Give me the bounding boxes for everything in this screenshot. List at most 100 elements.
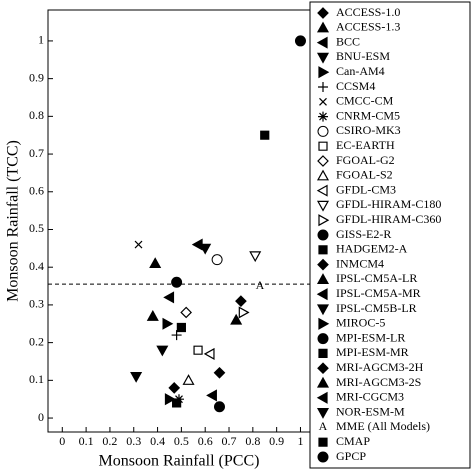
legend-marker: [316, 52, 330, 64]
y-tick-label: 0.3: [29, 297, 44, 311]
legend-marker: [318, 348, 328, 358]
point: [164, 393, 176, 406]
point: [213, 366, 226, 379]
legend-marker: [318, 111, 328, 122]
point: [193, 345, 203, 355]
point: [211, 254, 223, 266]
legend-label: FGOAL-S2: [336, 168, 393, 182]
legend-label: GISS-E2-R: [336, 227, 391, 241]
legend-marker: [316, 376, 330, 388]
legend-marker: [316, 200, 330, 212]
y-tick-label: 0.4: [29, 259, 44, 273]
y-axis-label: Monsoon Rainfall (TCC): [5, 140, 22, 302]
point: [213, 401, 225, 413]
y-tick-label: 0.6: [29, 184, 44, 198]
x-tick-label: 0.8: [245, 434, 260, 448]
point: [182, 374, 195, 385]
x-tick-label: 0.9: [269, 434, 284, 448]
legend-marker: [317, 362, 329, 375]
x-tick-label: 0.5: [174, 434, 189, 448]
x-tick-label: 0.2: [102, 434, 117, 448]
point: [230, 313, 243, 325]
legend-label: ACCESS-1.3: [336, 20, 400, 34]
point: [171, 330, 182, 341]
legend-label: CCSM4: [336, 79, 375, 93]
legend-marker: [318, 66, 330, 79]
legend-marker: [317, 258, 329, 271]
legend-label: CNRM-CM5: [336, 108, 400, 122]
legend-marker: [317, 7, 329, 19]
point: [206, 389, 217, 402]
legend-label: MRI-AGCM3-2S: [336, 375, 421, 389]
legend-label: BNU-ESM: [336, 49, 390, 63]
plot-frame: [47, 9, 311, 433]
point: [163, 291, 175, 304]
legend-marker: [316, 36, 328, 49]
point: [156, 345, 169, 357]
legend-label: NOR-ESM-M: [336, 404, 405, 418]
x-tick-label: 1: [297, 434, 303, 448]
point: [249, 251, 262, 263]
x-axis-label: Monsoon Rainfall (PCC): [99, 453, 260, 470]
legend-marker: [316, 273, 330, 284]
point: [149, 257, 162, 269]
x-tick-label: 0.4: [150, 434, 165, 448]
point: [203, 347, 215, 360]
y-tick-label: 0.2: [29, 334, 44, 348]
point: [168, 382, 181, 394]
point: [146, 309, 159, 321]
legend-label: ACCESS-1.0: [336, 5, 400, 19]
legend-label: MRI-CGCM3: [336, 390, 404, 404]
legend-label: BCC: [336, 34, 360, 48]
x-tick-label: 0: [59, 434, 65, 448]
legend-marker: [316, 169, 330, 181]
legend-marker: [318, 317, 330, 330]
legend-label: MPI-ESM-LR: [336, 330, 405, 344]
point: [162, 317, 174, 330]
legend-marker: [316, 408, 330, 419]
legend-label: EC-EARTH: [336, 138, 395, 152]
legend-label: MRI-AGCM3-2H: [336, 360, 424, 374]
legend-marker: [317, 125, 329, 137]
legend-label: IPSL-CM5A-MR: [336, 286, 421, 300]
legend-marker: [316, 391, 328, 404]
legend-label: MIROC-5: [336, 316, 385, 330]
legend-label: CSIRO-MK3: [336, 123, 401, 137]
legend-label: GFDL-CM3: [336, 182, 396, 196]
legend-marker: A: [319, 419, 328, 433]
y-tick-label: 0.1: [29, 372, 44, 386]
legend-marker: [316, 21, 330, 33]
legend-label: MPI-ESM-MR: [336, 345, 409, 359]
point: [176, 322, 186, 333]
point: [191, 238, 203, 251]
point: [238, 306, 250, 319]
point: [171, 276, 183, 288]
legend-frame: [309, 1, 471, 469]
legend-marker: [318, 82, 328, 92]
legend-label: GPCP: [336, 449, 366, 463]
y-tick-label: 1: [38, 33, 44, 47]
y-tick-label: 0: [38, 410, 44, 424]
legend-marker: [318, 437, 328, 447]
point: A: [256, 278, 265, 292]
x-tick-label: 0.6: [198, 434, 213, 448]
legend-marker: [318, 141, 328, 151]
legend-label: FGOAL-G2: [336, 153, 395, 167]
legend-marker: [316, 304, 330, 316]
point: [180, 306, 192, 319]
legend-label: IPSL-CM5B-LR: [336, 301, 417, 315]
point: [172, 398, 182, 408]
legend-label: GFDL-HIRAM-C180: [336, 197, 441, 211]
legend-marker: [319, 97, 327, 106]
x-tick-label: 0.3: [126, 434, 141, 448]
legend-marker: [316, 184, 328, 197]
legend-marker: [317, 333, 329, 345]
y-tick-label: 0.8: [29, 108, 44, 122]
legend-label: CMCC-CM: [336, 94, 394, 108]
point: [130, 371, 143, 383]
legend-label: HADGEM2-A: [336, 242, 408, 256]
legend-marker: [317, 155, 329, 167]
y-tick-label: 0.9: [29, 70, 44, 84]
legend-label: INMCM4: [336, 256, 384, 270]
point: [235, 295, 247, 307]
